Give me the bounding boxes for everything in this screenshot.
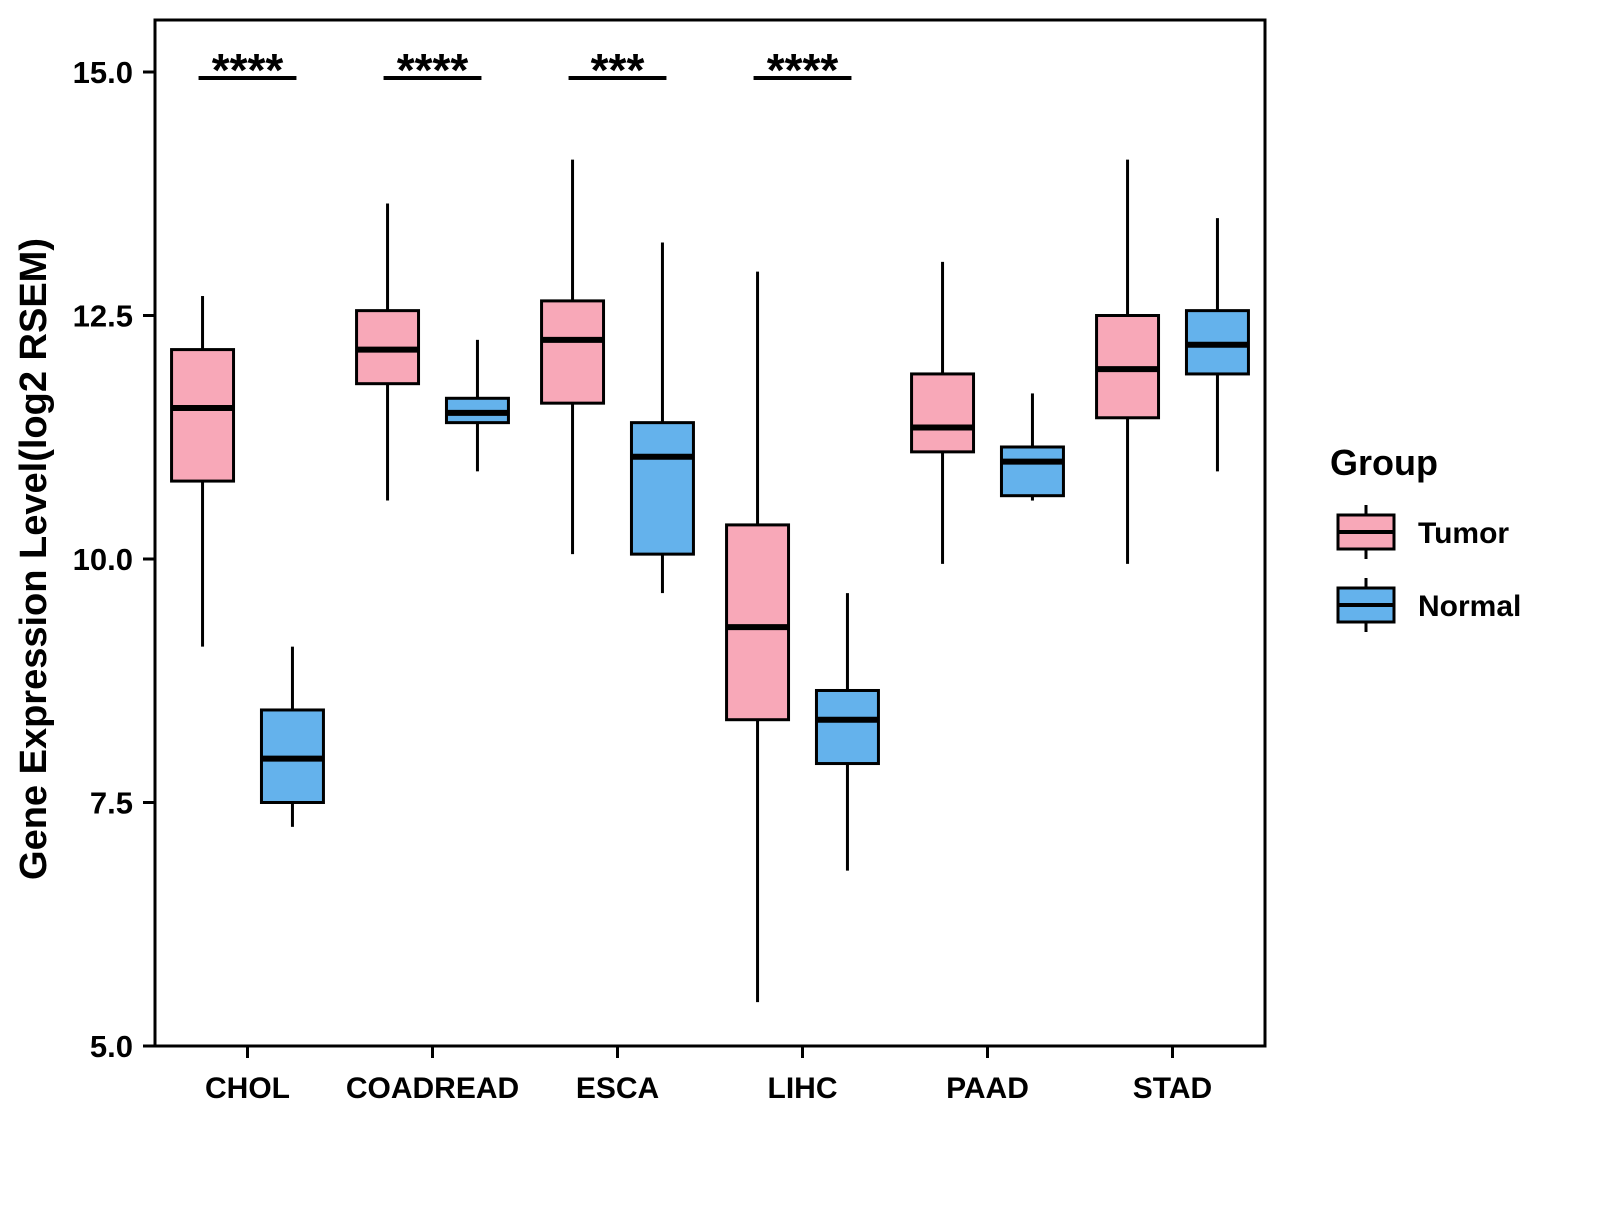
iqr-box (170, 348, 236, 483)
legend: Group Tumor Normal (1330, 442, 1521, 632)
iqr-box (999, 445, 1065, 498)
box-normal-stad (1184, 218, 1250, 472)
box-tumor-coadread (355, 203, 421, 501)
iqr-box (910, 372, 976, 454)
iqr-box (629, 421, 695, 556)
significance-stars: **** (767, 44, 839, 96)
box-normal-lihc (814, 593, 880, 871)
y-tick-label: 15.0 (73, 55, 133, 90)
y-tick-label: 12.5 (73, 299, 133, 334)
box-tumor-chol (170, 296, 236, 647)
significance-annotations: **** **** *** **** (198, 44, 852, 96)
y-axis-title: Gene Expression Level(log2 RSEM) (13, 238, 55, 880)
x-axis: CHOL COADREAD ESCA LIHC PAAD STAD (205, 1046, 1212, 1105)
box-tumor-lihc (725, 271, 791, 1003)
iqr-box (725, 523, 791, 722)
legend-item-label: Normal (1418, 590, 1521, 623)
x-tick-label: PAAD (946, 1072, 1029, 1105)
legend-title: Group (1330, 442, 1438, 483)
box-tumor-stad (1095, 159, 1161, 564)
x-tick-label: STAD (1133, 1072, 1212, 1105)
y-tick-label: 10.0 (73, 542, 133, 577)
x-tick-label: CHOL (205, 1072, 290, 1105)
box-tumor-paad (910, 261, 976, 564)
significance-stars: **** (397, 44, 469, 96)
series-normal (259, 218, 1250, 871)
box-normal-coadread (444, 339, 510, 472)
iqr-box (814, 688, 880, 766)
box-normal-paad (999, 393, 1065, 501)
x-tick-label: ESCA (576, 1072, 659, 1105)
box-normal-chol (259, 646, 325, 827)
y-axis: 5.0 7.5 10.0 12.5 15.0 (73, 55, 155, 1064)
y-tick-label: 5.0 (90, 1029, 133, 1064)
box-normal-esca (629, 242, 695, 594)
significance-stars: **** (212, 44, 284, 96)
series-tumor (170, 159, 1161, 1003)
legend-item-normal: Normal (1336, 578, 1521, 632)
x-tick-label: COADREAD (346, 1072, 519, 1105)
legend-item-tumor: Tumor (1336, 505, 1509, 559)
plot-panel (153, 18, 1267, 1048)
legend-item-label: Tumor (1418, 517, 1509, 550)
significance-stars: *** (591, 44, 645, 96)
box-tumor-esca (540, 159, 606, 555)
iqr-box (540, 299, 606, 405)
y-tick-label: 7.5 (90, 786, 133, 821)
x-tick-label: LIHC (768, 1072, 838, 1105)
